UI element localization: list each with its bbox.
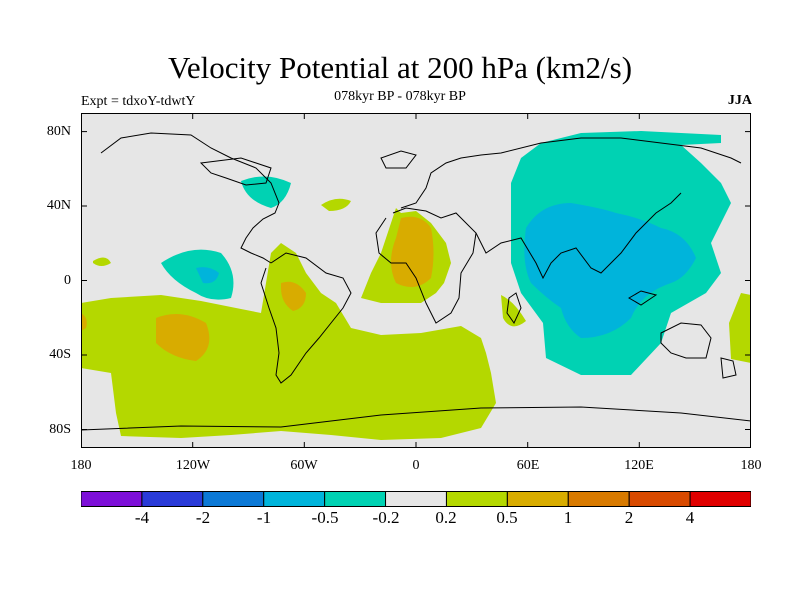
lat-label-80s: 80S — [49, 422, 71, 437]
colorbar-label-neg2: -2 — [195, 508, 211, 527]
colorbar-label-neg1: -1 — [256, 508, 272, 527]
lon-label-180e: 180 — [740, 458, 762, 473]
colorbar — [81, 491, 751, 507]
colorbar-label-4: 4 — [685, 508, 695, 527]
lat-label-eq: 0 — [64, 273, 71, 288]
colorbar-swatch-7 — [506, 491, 569, 507]
colorbar-label-0.2: 0.2 — [435, 508, 457, 527]
season-label: JJA — [727, 93, 752, 108]
colorbar-swatch-4 — [324, 491, 387, 507]
negative-contours-0.5 — [196, 203, 696, 338]
map-border — [81, 113, 751, 448]
colorbar-swatch-2 — [202, 491, 265, 507]
lon-label-0: 0 — [412, 458, 420, 473]
colorbar-label-neg0.2: -0.2 — [372, 508, 400, 527]
colorbar-swatch-0 — [81, 491, 143, 507]
lon-label-120e: 120E — [624, 458, 654, 473]
map-plot — [81, 113, 751, 448]
lat-label-40n: 40N — [46, 198, 71, 213]
colorbar-swatch-1 — [141, 491, 204, 507]
colorbar-swatch-8 — [567, 491, 630, 507]
colorbar-swatch-9 — [628, 491, 691, 507]
plot-subtitle: 078kyr BP - 078kyr BP — [334, 89, 466, 104]
coastlines — [81, 132, 751, 431]
experiment-label: Expt = tdxoY-tdwtY — [81, 94, 196, 109]
plot-title: Velocity Potential at 200 hPa (km2/s) — [167, 50, 633, 85]
lat-label-80n: 80N — [46, 124, 71, 139]
lon-label-180w: 180 — [70, 458, 92, 473]
colorbar-swatch-10 — [689, 491, 751, 507]
colorbar-swatch-6 — [445, 491, 508, 507]
lat-label-40s: 40S — [49, 347, 71, 362]
colorbar-label-neg4: -4 — [134, 508, 150, 527]
lon-label-60e: 60E — [516, 458, 540, 473]
lon-label-120w: 120W — [175, 458, 211, 473]
colorbar-label-neg0.5: -0.5 — [311, 508, 339, 527]
colorbar-swatch-3 — [263, 491, 326, 507]
colorbar-label-1: 1 — [563, 508, 573, 527]
colorbar-label-0.5: 0.5 — [496, 508, 518, 527]
colorbar-swatch-5 — [385, 491, 447, 507]
lon-label-60w: 60W — [290, 458, 318, 473]
colorbar-label-2: 2 — [624, 508, 634, 527]
positive-contours-0.5 — [81, 216, 434, 361]
